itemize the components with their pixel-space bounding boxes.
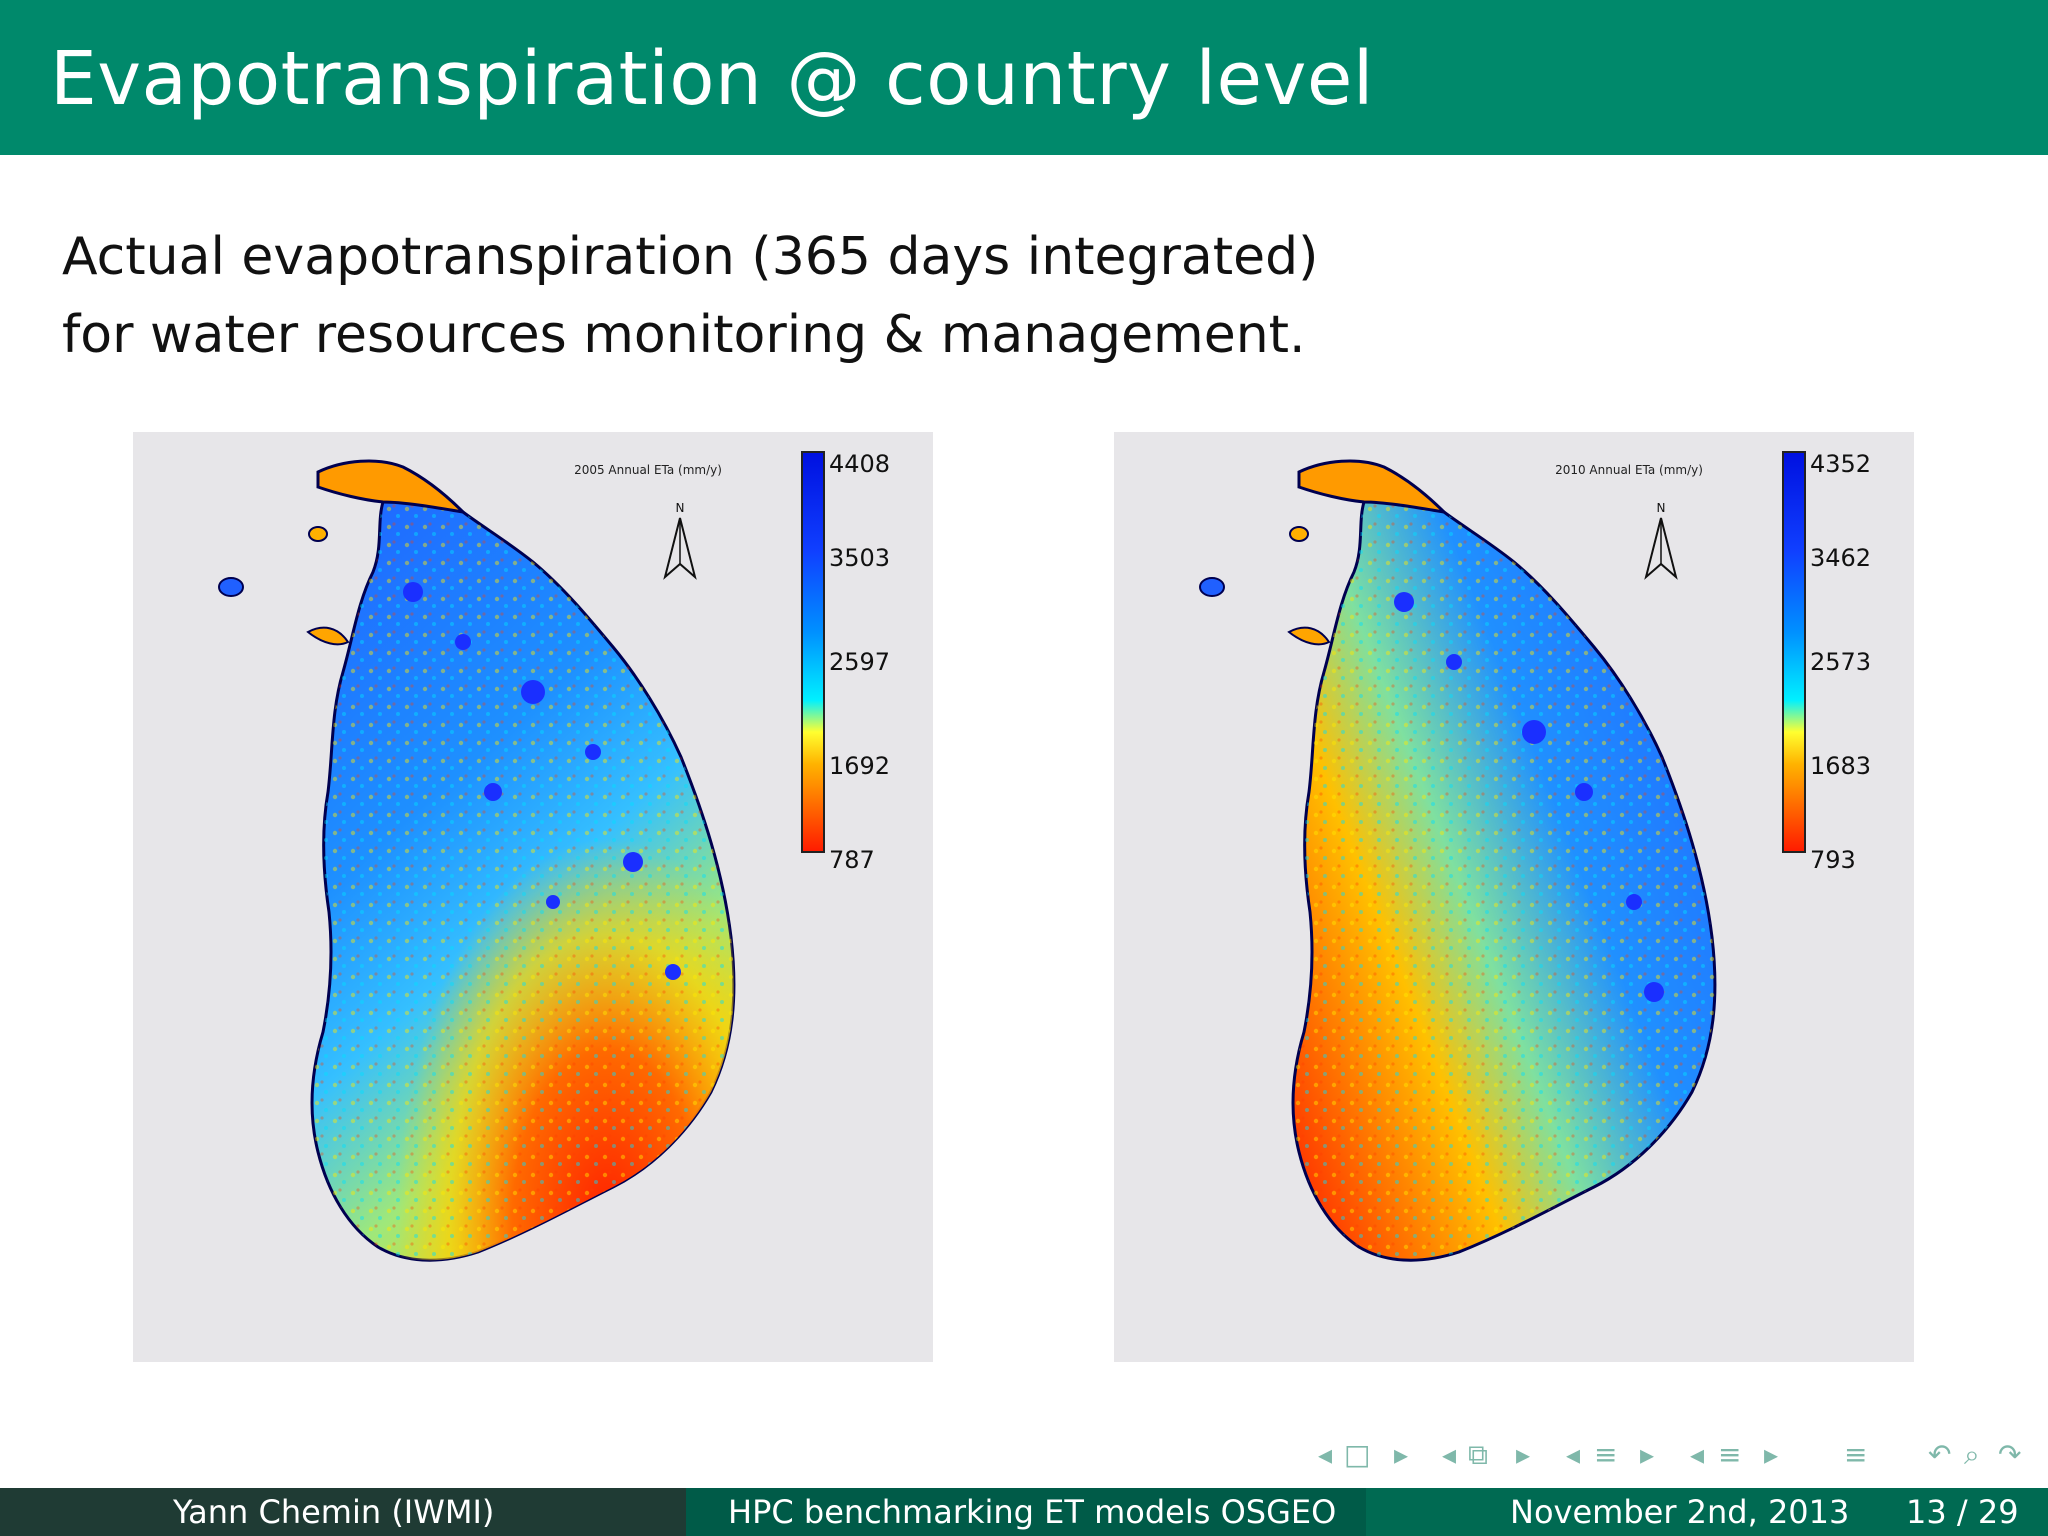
legend-tick: 4408 <box>829 450 890 478</box>
frame-icon[interactable]: □ <box>1344 1438 1371 1471</box>
color-scale-bar <box>1782 451 1806 853</box>
north-arrow-icon: N <box>663 501 697 580</box>
legend-tick: 793 <box>1810 846 1856 874</box>
eta-map-2010: 2010 Annual ETa (mm/y) N 4352 3462 2573 … <box>1114 432 1914 1362</box>
body-line-1: Actual evapotranspiration (365 days inte… <box>62 227 1319 287</box>
undo-icon[interactable]: ↶ <box>1928 1438 1952 1471</box>
section-next-icon[interactable]: ▸ <box>1640 1438 1655 1471</box>
map-title: 2010 Annual ETa (mm/y) <box>1555 463 1703 477</box>
north-arrow-icon: N <box>1644 501 1678 580</box>
footer-title-segment: HPC benchmarking ET models OSGEO <box>686 1488 1366 1536</box>
slide-title: Evapotranspiration @ country level <box>50 36 1374 122</box>
footer-page-number: 13 / 29 <box>1906 1493 2019 1531</box>
section-prev-icon[interactable]: ◂ <box>1566 1438 1581 1471</box>
frame-next-icon[interactable]: ▸ <box>1394 1438 1409 1471</box>
eta-map-2005: 2005 Annual ETa (mm/y) N 4408 3503 2597 … <box>133 432 933 1362</box>
footer-author: Yann Chemin (IWMI) <box>173 1493 495 1531</box>
slide-body: Actual evapotranspiration (365 days inte… <box>62 218 1318 374</box>
footer-talk-title: HPC benchmarking ET models OSGEO <box>728 1493 1337 1531</box>
color-scale-bar <box>801 451 825 853</box>
title-bar: Evapotranspiration @ country level <box>0 0 2048 155</box>
subsection-next-icon[interactable]: ▸ <box>1516 1438 1531 1471</box>
sri-lanka-map <box>218 459 736 1262</box>
toc-icon[interactable]: ≡ <box>1844 1438 1868 1471</box>
body-line-2: for water resources monitoring & managem… <box>62 305 1306 365</box>
sri-lanka-map <box>1199 459 1717 1262</box>
north-label: N <box>1657 501 1666 515</box>
legend-tick: 3462 <box>1810 544 1871 572</box>
legend-tick: 3503 <box>829 544 890 572</box>
subsubsection-next-icon[interactable]: ▸ <box>1764 1438 1779 1471</box>
legend-tick: 1692 <box>829 752 890 780</box>
section-icon[interactable]: ≡ <box>1594 1438 1618 1471</box>
subsection-icon[interactable]: ⧉ <box>1468 1438 1488 1471</box>
subsubsection-prev-icon[interactable]: ◂ <box>1690 1438 1705 1471</box>
footer-date-segment: November 2nd, 2013 13 / 29 <box>1366 1488 2048 1536</box>
legend-tick: 1683 <box>1810 752 1871 780</box>
map-title: 2005 Annual ETa (mm/y) <box>574 463 722 477</box>
north-label: N <box>676 501 685 515</box>
footer-bar: Yann Chemin (IWMI) HPC benchmarking ET m… <box>0 1488 2048 1536</box>
subsection-prev-icon[interactable]: ◂ <box>1442 1438 1457 1471</box>
legend-tick: 2597 <box>829 648 890 676</box>
legend-tick: 2573 <box>1810 648 1871 676</box>
legend-tick: 787 <box>829 846 875 874</box>
eta-map-2010-svg: 2010 Annual ETa (mm/y) N 4352 3462 2573 … <box>1199 450 1871 1262</box>
redo-icon[interactable]: ↷ <box>1998 1438 2022 1471</box>
search-icon[interactable]: ⌕ <box>1964 1438 1980 1471</box>
legend-tick: 4352 <box>1810 450 1871 478</box>
eta-map-2005-svg: 2005 Annual ETa (mm/y) N 4408 3503 2597 … <box>218 450 890 1262</box>
subsubsection-icon[interactable]: ≡ <box>1718 1438 1742 1471</box>
footer-author-segment: Yann Chemin (IWMI) <box>0 1488 686 1536</box>
frame-prev-icon[interactable]: ◂ <box>1318 1438 1333 1471</box>
footer-date: November 2nd, 2013 <box>1510 1493 1850 1531</box>
beamer-navigation: ◂ □ ▸ ◂ ⧉ ▸ ◂ ≡ ▸ ◂ ≡ ▸ ≡ ↶ ⌕ ↷ <box>1310 1438 2030 1474</box>
